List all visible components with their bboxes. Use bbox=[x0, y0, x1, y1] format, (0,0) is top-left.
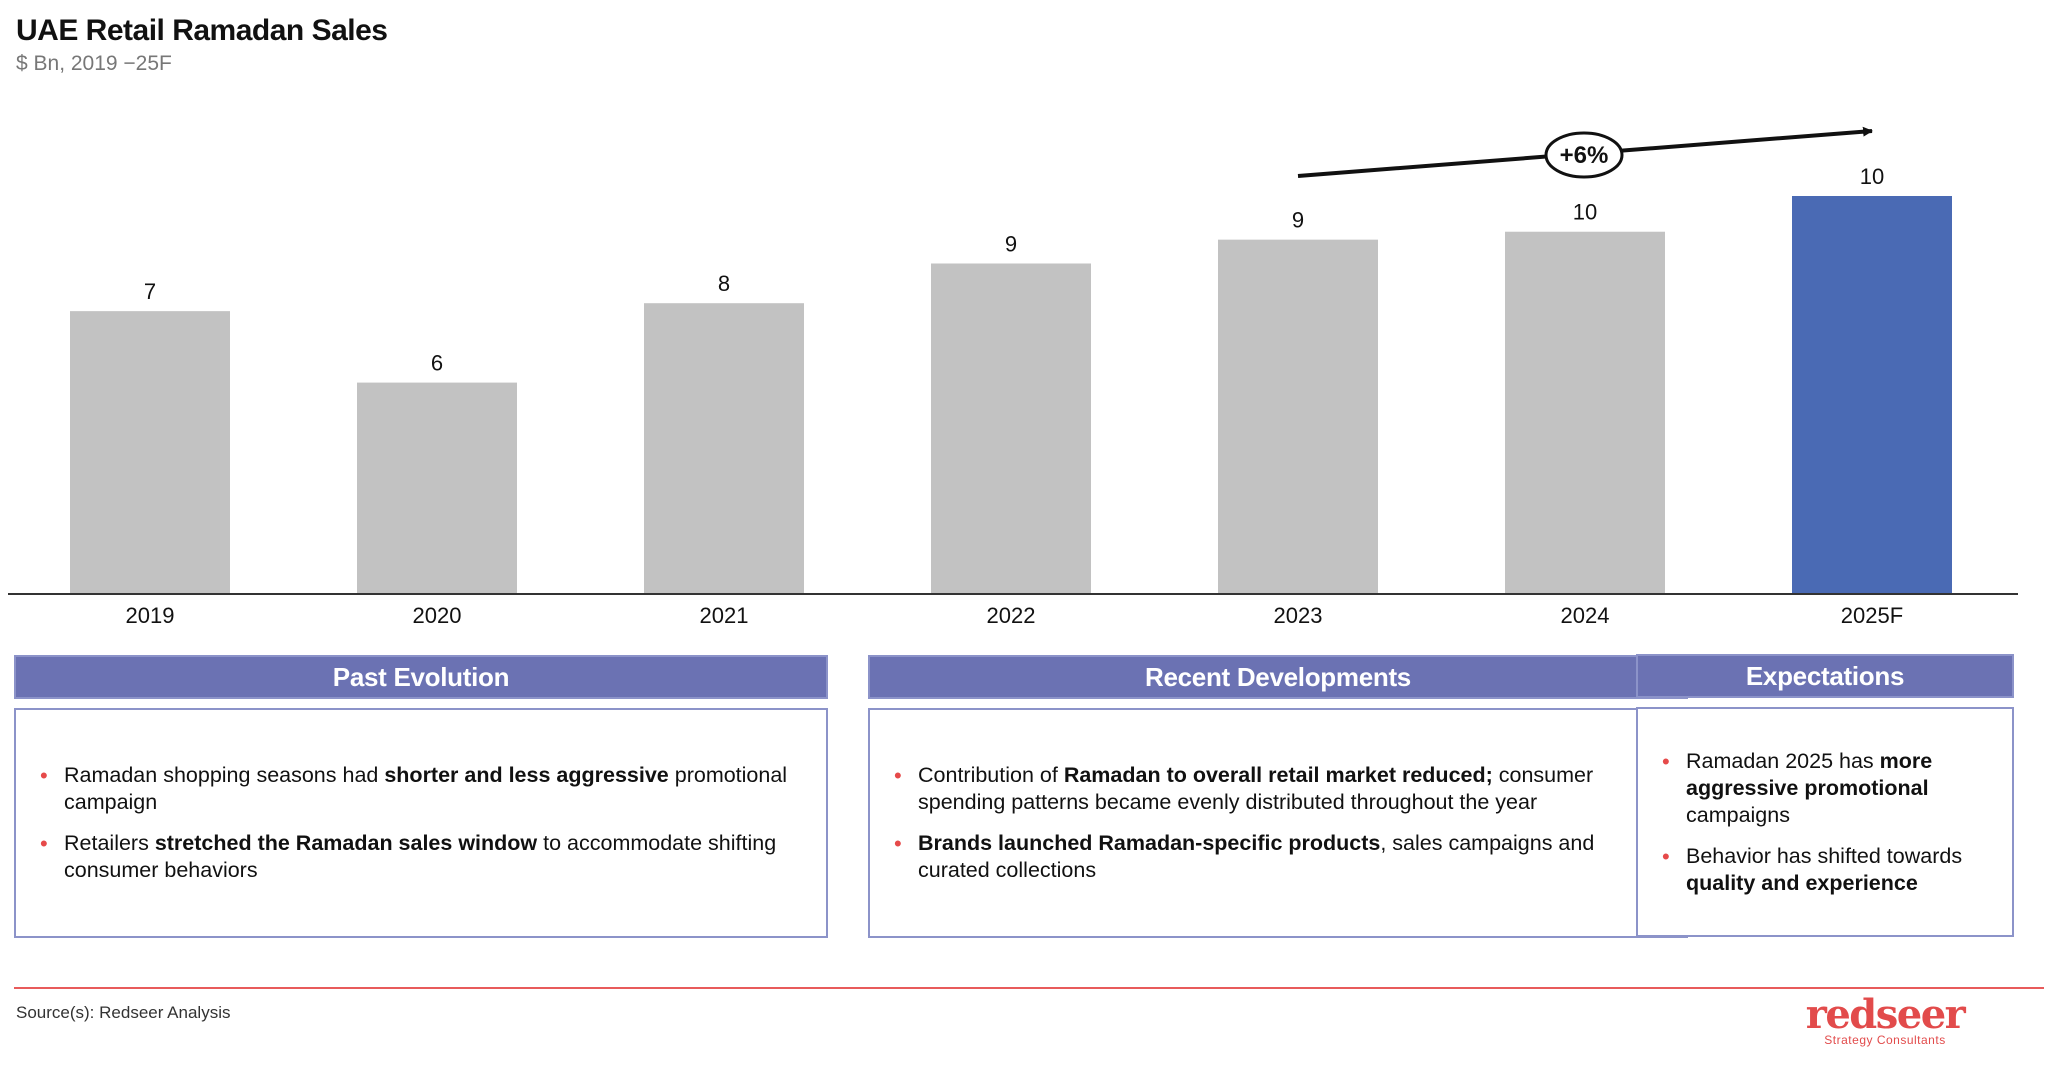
bar-2019 bbox=[70, 311, 230, 593]
bullet-emphasis-text: stretched the Ramadan sales window bbox=[154, 831, 538, 855]
chart-title: UAE Retail Ramadan Sales bbox=[16, 14, 388, 47]
bullet-item: • Brands launched Ramadan-specific produc… bbox=[894, 830, 1662, 884]
bullet-dot-icon: • bbox=[894, 763, 902, 788]
growth-badge bbox=[1544, 131, 1624, 179]
panel-body-past-evolution: • Ramadan shopping seasons had shorter an… bbox=[14, 708, 828, 938]
bullet-text: Contribution of bbox=[918, 763, 1064, 787]
bullet-text: Ramadan shopping seasons had bbox=[64, 763, 385, 787]
bar-2022 bbox=[931, 263, 1091, 593]
data-label-2022: 9 bbox=[1005, 231, 1017, 256]
data-label-2021: 8 bbox=[718, 271, 730, 296]
bullet-item: • Contribution of Ramadan to overall reta… bbox=[894, 762, 1662, 816]
logo-wordmark: redseer bbox=[1805, 991, 1966, 1038]
bullet-dot-icon: • bbox=[40, 763, 48, 788]
bullet-item: • Ramadan 2025 has more aggressive promot… bbox=[1662, 748, 1988, 829]
bullet-dot-icon: • bbox=[894, 831, 902, 856]
bullet-list: • Ramadan 2025 has more aggressive promot… bbox=[1638, 748, 2012, 897]
bullet-text: Retailers bbox=[64, 831, 155, 855]
bullet-emphasis-text: Ramadan to overall retail market reduced… bbox=[1063, 763, 1493, 787]
bullet-text: campaigns bbox=[1686, 802, 1790, 827]
source-note: Source(s): Redseer Analysis bbox=[16, 1003, 231, 1022]
data-label-2019: 7 bbox=[144, 279, 156, 304]
bar-2021 bbox=[644, 303, 804, 593]
bullet-item: • Retailers stretched the Ramadan sales w… bbox=[40, 830, 802, 884]
bullet-emphasis-text: more aggressive promotional bbox=[1686, 748, 1933, 800]
bullet-text: Ramadan 2025 has bbox=[1686, 748, 1880, 773]
growth-rate-label: +6% bbox=[1560, 142, 1609, 169]
bullet-item: • Ramadan shopping seasons had shorter an… bbox=[40, 762, 802, 816]
redseer-logo: redseer Strategy Consultants bbox=[1790, 995, 1980, 1055]
bullet-list: • Ramadan shopping seasons had shorter an… bbox=[16, 762, 826, 884]
bullet-dot-icon: • bbox=[1662, 748, 1670, 774]
x-tick-label-2020: 2020 bbox=[413, 603, 462, 628]
panel-header-past-evolution: Past Evolution bbox=[14, 655, 828, 699]
x-tick-label-2024: 2024 bbox=[1561, 603, 1610, 628]
bullet-emphasis-text: shorter and less aggressive bbox=[384, 763, 669, 787]
bullet-text: promotional campaign bbox=[64, 763, 788, 814]
bar-2020 bbox=[357, 382, 517, 593]
x-tick-label-2023: 2023 bbox=[1274, 603, 1323, 628]
bullet-dot-icon: • bbox=[40, 831, 48, 856]
data-label-2023: 9 bbox=[1292, 208, 1304, 233]
x-tick-label-2019: 2019 bbox=[126, 603, 175, 628]
x-tick-label-2022: 2022 bbox=[987, 603, 1036, 628]
bullet-emphasis-text: quality and experience bbox=[1686, 870, 1918, 895]
bar-2025F bbox=[1792, 196, 1952, 593]
data-label-2020: 6 bbox=[431, 351, 443, 376]
panel-body-recent-developments: • Contribution of Ramadan to overall reta… bbox=[868, 708, 1688, 938]
data-label-2025F: 10 bbox=[1860, 164, 1884, 189]
bar-chart: 7 2019 6 2020 8 2021 9 2022 9 2023 10 2024 10 2025F +… bbox=[8, 126, 2018, 628]
x-tick-label-2021: 2021 bbox=[700, 603, 749, 628]
bar-2024 bbox=[1505, 231, 1665, 594]
footer-divider bbox=[14, 987, 2044, 989]
bar-2023 bbox=[1218, 239, 1378, 594]
bullet-text: , sales campaigns and curated collection… bbox=[918, 831, 1595, 882]
bullet-list: • Contribution of Ramadan to overall reta… bbox=[870, 762, 1686, 884]
bullet-dot-icon: • bbox=[1662, 843, 1670, 869]
bullet-text: consumer spending patterns became evenly… bbox=[918, 763, 1594, 814]
bullet-text: Behavior has shifted towards bbox=[1686, 843, 1963, 868]
bullet-text: to accommodate shifting consumer behavio… bbox=[64, 831, 777, 882]
chart-subtitle: $ Bn, 2019 −25F bbox=[16, 52, 172, 75]
x-tick-label-2025F: 2025F bbox=[1841, 603, 1903, 628]
data-label-2024: 10 bbox=[1573, 200, 1597, 225]
bullet-emphasis-text: Brands launched Ramadan-specific product… bbox=[918, 831, 1381, 855]
panel-header-expectations: Expectations bbox=[1636, 654, 2014, 698]
bullet-item: • Behavior has shifted towards quality an… bbox=[1662, 843, 1988, 897]
logo-tagline: Strategy Consultants bbox=[1824, 1033, 1946, 1047]
panel-body-expectations: • Ramadan 2025 has more aggressive promot… bbox=[1636, 707, 2014, 937]
panel-header-recent-developments: Recent Developments bbox=[868, 655, 1688, 699]
